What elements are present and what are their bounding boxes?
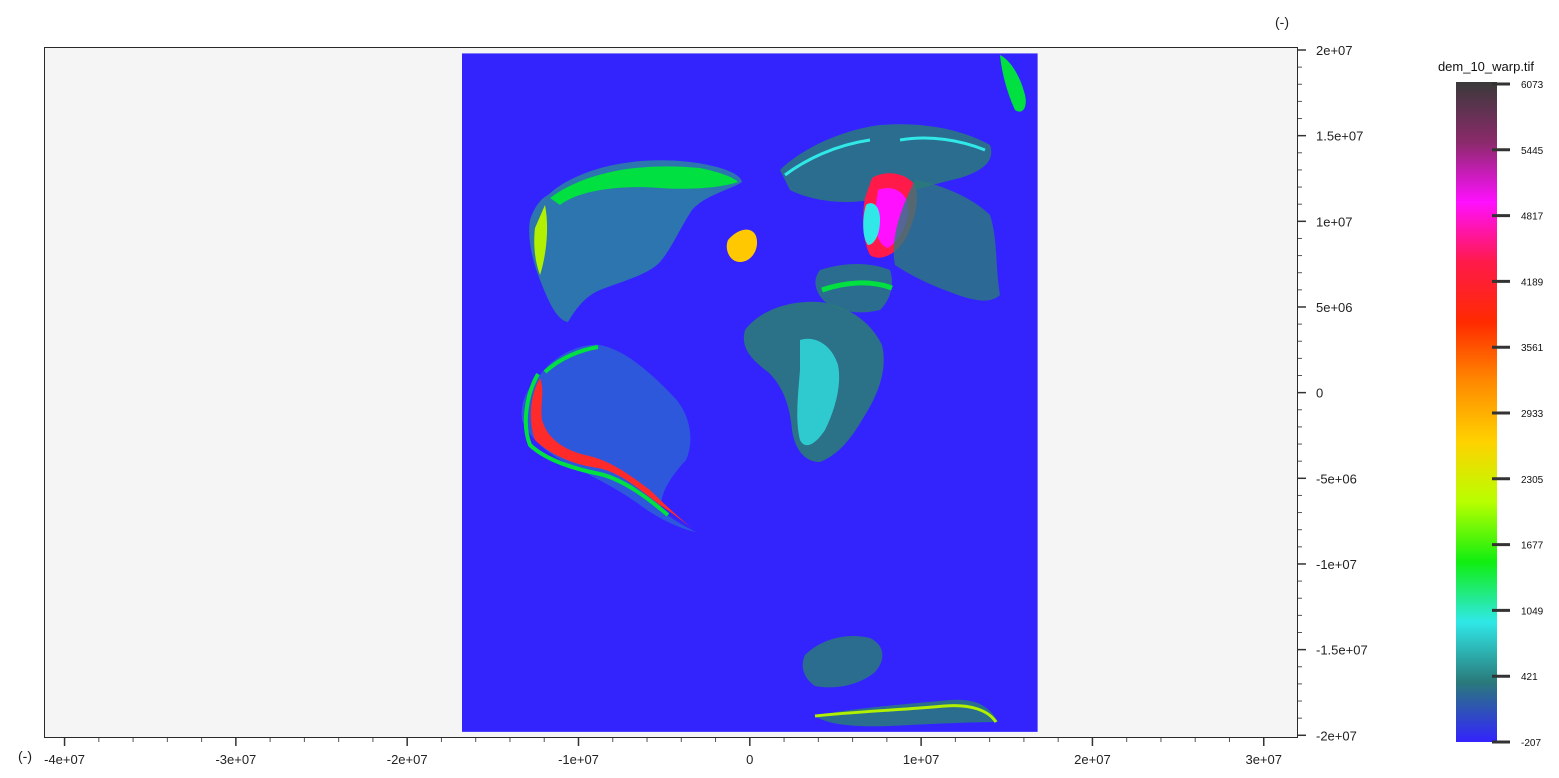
colorbar-tick-label: 6073 xyxy=(1521,80,1544,91)
andes-range-outline xyxy=(523,345,670,517)
landmass-asia xyxy=(893,180,1000,301)
y-unit-label: (-) xyxy=(1275,14,1289,30)
landmass-europe-coast xyxy=(784,136,986,177)
x-tick-label: 3e+07 xyxy=(1245,752,1282,767)
x-unit-label: (-) xyxy=(18,748,32,764)
colorbar-tick-label: 1677 xyxy=(1521,541,1544,552)
colorbar-tick-label: 421 xyxy=(1521,672,1538,683)
colorbar-tick-label: 4817 xyxy=(1521,212,1544,223)
colorbar-tick-label: 3561 xyxy=(1521,343,1544,354)
x-tick-label: 0 xyxy=(746,752,753,767)
y-tick-label: 1.5e+07 xyxy=(1316,129,1363,144)
landmass-southern-island xyxy=(802,635,883,688)
x-tick-label: 1e+07 xyxy=(903,752,940,767)
y-tick-label: -2e+07 xyxy=(1316,728,1357,743)
y-tick-label: -1e+07 xyxy=(1316,557,1357,572)
colorbar-tick-label: 5445 xyxy=(1521,146,1544,157)
landmass-northeast xyxy=(1000,55,1026,112)
colorbar-tick-label: 2933 xyxy=(1521,409,1544,420)
x-tick-label: -2e+07 xyxy=(387,752,428,767)
colorbar-gradient xyxy=(1456,82,1497,742)
landmass-middle xyxy=(815,264,892,313)
landmass-north-america-ridge xyxy=(550,166,738,205)
colorbar-tick-label: 4189 xyxy=(1521,277,1544,288)
x-tick-label: 2e+07 xyxy=(1074,752,1111,767)
y-axis: 2e+07 1.5e+07 1e+07 5e+06 0 -5e+06 -1e+07 -1.5e… xyxy=(1298,43,1368,743)
y-tick-label: 1e+07 xyxy=(1316,214,1353,229)
landmass-north-america-west xyxy=(534,205,548,275)
landmass-middle-ridge xyxy=(821,280,893,293)
land-masses xyxy=(521,55,1026,727)
x-tick-label: -3e+07 xyxy=(215,752,256,767)
africa-highlands xyxy=(797,338,840,446)
landmass-north-america xyxy=(529,160,742,322)
landmass-south-strip-edge xyxy=(814,704,998,723)
y-tick-label: 5e+06 xyxy=(1316,300,1353,315)
x-axis: -4e+07 -3e+07 -2e+07 -1e+07 0 1e+07 2e+07 3e+07 xyxy=(44,738,1282,767)
y-tick-label: 0 xyxy=(1316,386,1323,401)
high-plateau-valley xyxy=(863,203,880,245)
colorbar-tick-label: 2305 xyxy=(1521,475,1544,486)
landmass-island-ice xyxy=(726,229,758,262)
y-tick-label: -5e+06 xyxy=(1316,471,1357,486)
colorbar-title: dem_10_warp.tif xyxy=(1438,59,1534,74)
colorbar-tick-label: 1049 xyxy=(1521,606,1544,617)
andes-range xyxy=(530,378,696,532)
colorbar-tick-label: -207 xyxy=(1521,738,1541,749)
y-tick-label: 2e+07 xyxy=(1316,43,1353,58)
y-tick-label: -1.5e+07 xyxy=(1316,643,1368,658)
x-tick-label: -4e+07 xyxy=(44,752,85,767)
colorbar: dem_10_warp.tif 6073 5445 4817 4189 3561 2933… xyxy=(1438,59,1544,749)
x-tick-label: -1e+07 xyxy=(558,752,599,767)
landmass-south-america xyxy=(521,344,696,532)
landmass-europe xyxy=(780,124,992,202)
